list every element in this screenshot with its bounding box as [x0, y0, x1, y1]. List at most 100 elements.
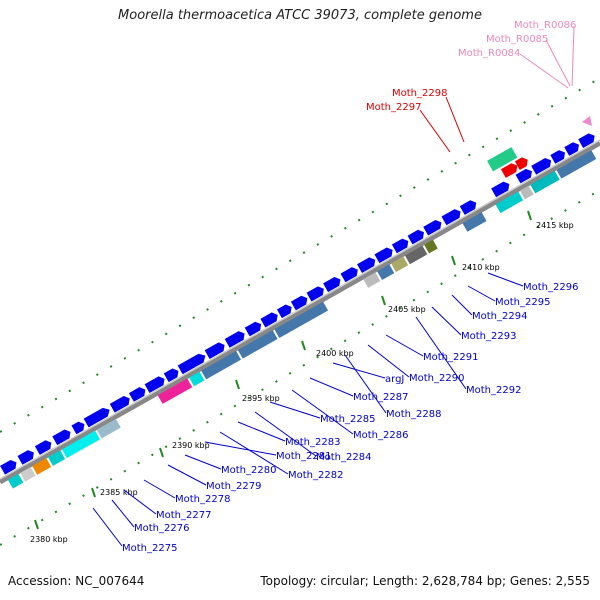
gene-label[interactable]: Moth_2297: [366, 102, 421, 113]
gene-label[interactable]: Moth_2277: [156, 510, 211, 521]
red-gene-arrow[interactable]: [514, 155, 530, 171]
gene-block[interactable]: [556, 150, 597, 179]
gene-arrow[interactable]: [260, 310, 280, 328]
gene-label[interactable]: Moth_2296: [523, 282, 578, 293]
tick-label: 2415 kbp: [536, 221, 574, 230]
gene-label[interactable]: Moth_2276: [134, 523, 189, 534]
gene-arrow[interactable]: [109, 394, 132, 413]
gene-label[interactable]: Moth_2287: [353, 392, 408, 403]
gene-label[interactable]: Moth_2278: [175, 494, 230, 505]
gene-label[interactable]: argJ: [385, 374, 404, 385]
gene-block[interactable]: [404, 245, 428, 265]
gene-block[interactable]: [201, 350, 241, 380]
gene-label[interactable]: Moth_2279: [206, 481, 261, 492]
gene-arrow[interactable]: [71, 420, 86, 435]
gene-label[interactable]: Moth_2281: [276, 451, 331, 462]
gene-arrow[interactable]: [144, 374, 167, 393]
gene-label[interactable]: Moth_2298: [392, 88, 447, 99]
gene-arrow[interactable]: [441, 207, 463, 226]
gene-label[interactable]: Moth_R0086: [514, 20, 576, 31]
gene-label[interactable]: Moth_2283: [285, 437, 340, 448]
gene-label[interactable]: Moth_2291: [423, 352, 478, 363]
gene-block[interactable]: [363, 272, 381, 288]
gene-arrow[interactable]: [34, 438, 54, 455]
gene-arrow[interactable]: [52, 428, 73, 446]
gene-block[interactable]: [20, 467, 36, 482]
outer-gene-track: [0, 131, 597, 475]
gene-label[interactable]: Moth_2282: [288, 470, 343, 481]
gene-label[interactable]: Moth_2295: [495, 297, 550, 308]
gene-block[interactable]: [157, 378, 193, 404]
gene-block[interactable]: [519, 185, 534, 200]
gene-arrow[interactable]: [0, 458, 19, 475]
gene-arrow[interactable]: [374, 246, 395, 264]
gene-arrow[interactable]: [357, 255, 378, 273]
gene-arrow[interactable]: [323, 275, 343, 293]
gene-arrow[interactable]: [163, 367, 181, 383]
gene-arrow[interactable]: [423, 218, 444, 236]
gene-arrow[interactable]: [578, 131, 597, 149]
gene-block[interactable]: [32, 458, 52, 475]
gene-arrow[interactable]: [83, 405, 112, 428]
gene-arrow[interactable]: [244, 320, 264, 337]
gene-label[interactable]: Moth_R0085: [486, 34, 548, 45]
tick-label: 2385 kbp: [100, 488, 138, 497]
gene-arrow[interactable]: [306, 284, 327, 302]
rna-gene-track: [487, 147, 530, 178]
gene-arrow[interactable]: [391, 237, 411, 254]
gene-label[interactable]: Moth_2290: [409, 373, 464, 384]
gene-block[interactable]: [237, 330, 278, 359]
gene-label[interactable]: Moth_2284: [316, 452, 371, 463]
trna-marker[interactable]: [582, 116, 592, 126]
gene-arrow[interactable]: [204, 340, 227, 360]
tick-label: 2390 kbp: [172, 441, 210, 450]
gene-arrow[interactable]: [128, 385, 148, 402]
gene-arrow[interactable]: [17, 448, 36, 465]
gene-arrow[interactable]: [564, 140, 581, 156]
gene-arrow[interactable]: [224, 329, 247, 348]
red-gene-arrow[interactable]: [500, 161, 520, 178]
rna-leader-lines: [419, 25, 575, 153]
gene-label[interactable]: Moth_2294: [472, 311, 527, 322]
gene-block[interactable]: [377, 264, 395, 280]
gene-label[interactable]: Moth_2275: [122, 543, 177, 554]
gene-label[interactable]: Moth_2292: [466, 385, 521, 396]
gene-arrow[interactable]: [407, 228, 427, 245]
gene-arrow[interactable]: [491, 180, 512, 198]
gene-block[interactable]: [530, 170, 560, 194]
gene-leader-lines: [92, 272, 524, 547]
gene-arrow[interactable]: [290, 294, 310, 311]
gene-label[interactable]: Moth_2288: [386, 409, 441, 420]
gene-label[interactable]: Moth_2280: [221, 465, 276, 476]
gene-label[interactable]: Moth_2285: [320, 414, 375, 425]
gene-block[interactable]: [274, 301, 329, 339]
gene-block[interactable]: [189, 371, 205, 387]
gene-label[interactable]: Moth_R0084: [458, 48, 520, 59]
tick-marks: [34, 210, 532, 530]
tick-label: 2405 kbp: [388, 305, 426, 314]
gene-block[interactable]: [495, 191, 524, 214]
gene-block[interactable]: [96, 418, 121, 439]
gene-block[interactable]: [48, 450, 66, 466]
gene-block[interactable]: [391, 256, 409, 273]
gene-arrow[interactable]: [515, 167, 535, 184]
tick-label: 2400 kbp: [316, 349, 354, 358]
gene-arrow[interactable]: [531, 156, 553, 175]
gene-label[interactable]: Moth_2286: [353, 430, 408, 441]
gene-arrow[interactable]: [340, 265, 361, 283]
red-gene-labels: Moth_2297 Moth_2298: [366, 88, 447, 113]
gene-block[interactable]: [462, 212, 487, 232]
gene-arrow[interactable]: [177, 351, 208, 375]
gene-arrow[interactable]: [276, 303, 294, 319]
gene-block[interactable]: [424, 239, 438, 254]
gene-arrow[interactable]: [550, 148, 567, 164]
pink-gene-labels: Moth_R0084 Moth_R0085 Moth_R0086: [458, 20, 576, 59]
gene-block[interactable]: [61, 430, 100, 459]
gene-block[interactable]: [7, 473, 24, 489]
gene-labels: Moth_2275 Moth_2276 Moth_2277 Moth_2278 …: [122, 282, 578, 554]
genome-summary-text: Topology: circular; Length: 2,628,784 bp…: [260, 574, 590, 588]
gene-arrow[interactable]: [459, 198, 479, 215]
gene-label[interactable]: Moth_2293: [461, 331, 516, 342]
rrna-block[interactable]: [487, 147, 518, 172]
